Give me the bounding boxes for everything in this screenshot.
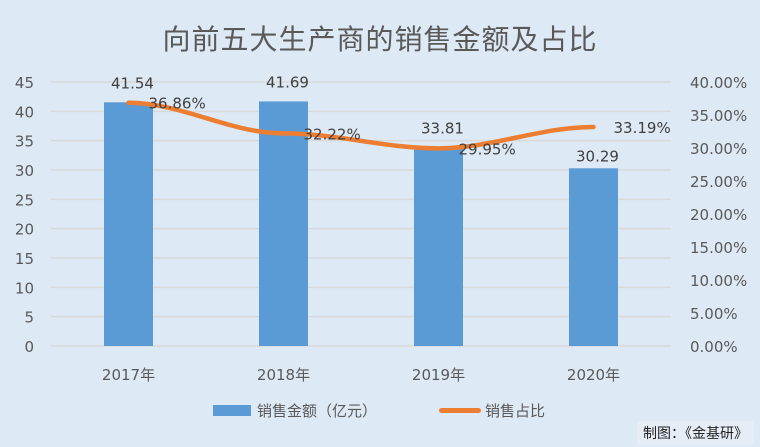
- right-tick-label: 10.00%: [690, 272, 747, 290]
- bar-value-label: 30.29: [576, 147, 619, 165]
- right-tick-label: 5.00%: [690, 305, 738, 323]
- right-tick-label: 15.00%: [690, 239, 747, 257]
- left-tick-label: 45: [15, 74, 34, 92]
- left-tick-label: 35: [15, 133, 34, 151]
- bar: [104, 102, 153, 346]
- legend-bar-label: 销售金额（亿元）: [257, 402, 378, 420]
- left-tick-label: 15: [15, 250, 34, 268]
- line-series: [126, 100, 596, 151]
- legend-line-swatch: [439, 408, 482, 413]
- right-tick-label: 35.00%: [690, 107, 747, 125]
- left-tick-label: 10: [15, 279, 34, 297]
- legend-line-label: 销售占比: [485, 402, 546, 420]
- bar-value-label: 41.54: [111, 74, 154, 92]
- left-tick-label: 5: [24, 309, 34, 327]
- right-tick-label: 30.00%: [690, 140, 747, 158]
- line-value-label: 32.22%: [304, 125, 361, 143]
- right-tick-label: 20.00%: [690, 206, 747, 224]
- bar: [569, 168, 618, 346]
- category-label: 2018年: [257, 366, 310, 384]
- bar: [414, 147, 463, 346]
- category-label: 2019年: [412, 366, 465, 384]
- bar: [259, 101, 308, 346]
- bar-value-label: 33.81: [421, 120, 464, 138]
- left-tick-label: 40: [15, 103, 34, 121]
- left-tick-label: 20: [15, 221, 34, 239]
- right-tick-label: 0.00%: [690, 338, 738, 356]
- legend: 销售金额（亿元） 销售占比: [213, 400, 545, 421]
- source-label: 制图：《金基研》: [637, 421, 754, 445]
- right-tick-label: 25.00%: [690, 173, 747, 191]
- line-value-label: 33.19%: [614, 119, 671, 137]
- left-tick-label: 25: [15, 191, 34, 209]
- left-tick-label: 30: [15, 162, 34, 180]
- bar-value-label: 41.69: [266, 73, 309, 91]
- category-label: 2017年: [102, 366, 155, 384]
- legend-bar-swatch: [213, 405, 251, 416]
- line-value-label: 36.86%: [149, 95, 206, 113]
- category-label: 2020年: [567, 366, 620, 384]
- line-value-label: 29.95%: [459, 140, 516, 158]
- right-tick-label: 40.00%: [690, 74, 747, 92]
- chart-title: 向前五大生产商的销售金额及占比: [162, 23, 598, 56]
- left-tick-label: 0: [24, 338, 34, 356]
